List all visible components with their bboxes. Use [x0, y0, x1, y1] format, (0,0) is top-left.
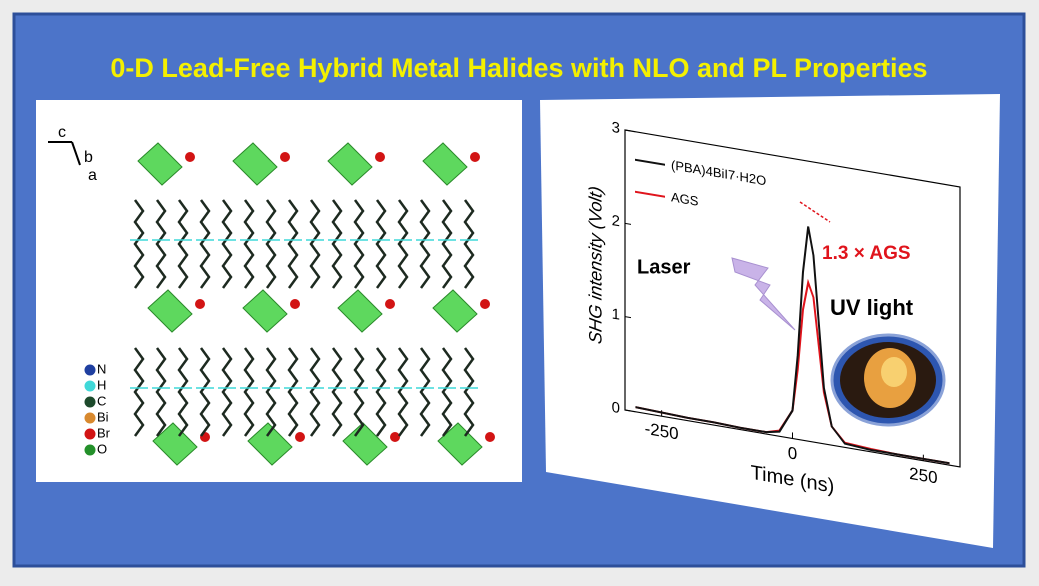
molecule: [265, 199, 277, 289]
x-tick-label: 250: [909, 464, 937, 488]
octahedron: [342, 422, 388, 466]
legend-dot: [84, 380, 96, 392]
octahedron: [232, 142, 278, 186]
octahedron: [337, 289, 383, 333]
atom: [390, 432, 400, 442]
molecule: [155, 199, 167, 289]
molecule: [353, 199, 365, 289]
legend-label: N: [97, 361, 106, 376]
molecule: [353, 347, 365, 437]
molecule: [133, 199, 145, 289]
octahedron: [247, 422, 293, 466]
molecule: [441, 347, 453, 437]
y-tick-label: 0: [612, 399, 620, 417]
legend-swatch: [635, 190, 665, 198]
legend-dot: [84, 428, 96, 440]
molecule: [397, 199, 409, 289]
laser-bolt: [731, 257, 796, 331]
molecule: [265, 347, 277, 437]
legend-dot: [84, 444, 96, 456]
atom: [480, 299, 490, 309]
molecule: [463, 347, 475, 437]
molecule: [177, 347, 189, 437]
y-axis-label: SHG intensity (Volt): [586, 185, 606, 346]
molecule: [331, 347, 343, 437]
molecule: [463, 199, 475, 289]
molecule: [441, 199, 453, 289]
octahedron: [137, 142, 183, 186]
y-tick: [625, 129, 631, 132]
molecule: [331, 199, 343, 289]
y-tick-label: 2: [612, 212, 620, 230]
atom: [485, 432, 495, 442]
octahedron: [327, 142, 373, 186]
atom: [385, 299, 395, 309]
atom: [195, 299, 205, 309]
molecule: [243, 199, 255, 289]
axis-label: a: [88, 167, 97, 184]
atom: [185, 152, 195, 162]
axis-arrow: [71, 141, 81, 166]
legend-label: O: [97, 441, 107, 456]
y-tick: [625, 409, 631, 412]
molecule: [309, 199, 321, 289]
octahedron: [437, 422, 483, 466]
annotation: Laser: [637, 256, 691, 278]
legend-dot: [84, 412, 96, 424]
octahedron: [152, 422, 198, 466]
molecule: [199, 199, 211, 289]
annotation-arrow: [799, 201, 831, 223]
molecule: [397, 347, 409, 437]
molecule: [287, 347, 299, 437]
molecule: [221, 347, 233, 437]
legend-dot: [84, 364, 96, 376]
octahedron: [422, 142, 468, 186]
octahedron: [242, 289, 288, 333]
molecule: [221, 199, 233, 289]
octahedron: [147, 289, 193, 333]
annotation: 1.3 × AGS: [822, 243, 911, 264]
legend-label: AGS: [671, 189, 699, 209]
molecule: [419, 199, 431, 289]
series-line: [635, 226, 950, 465]
legend-label: C: [97, 393, 106, 408]
legend-label: Bi: [97, 409, 109, 424]
octahedron: [432, 289, 478, 333]
molecule: [287, 199, 299, 289]
molecule: [199, 347, 211, 437]
axis-label: c: [58, 124, 66, 141]
molecule: [155, 347, 167, 437]
x-tick-label: 0: [788, 443, 797, 463]
atom: [295, 432, 305, 442]
molecule: [419, 347, 431, 437]
annotation: UV light: [830, 295, 914, 320]
molecule: [243, 347, 255, 437]
molecule: [309, 347, 321, 437]
molecule: [177, 199, 189, 289]
y-tick-label: 3: [612, 119, 620, 137]
y-tick: [625, 316, 631, 319]
atom: [470, 152, 480, 162]
chart-panel: [540, 94, 1000, 548]
molecule: [133, 347, 145, 437]
atom: [290, 299, 300, 309]
title: 0-D Lead-Free Hybrid Metal Halides with …: [110, 53, 927, 83]
legend-label: H: [97, 377, 106, 392]
y-tick-label: 1: [612, 305, 620, 323]
legend-swatch: [635, 158, 665, 166]
molecule: [375, 347, 387, 437]
y-tick: [625, 222, 631, 225]
legend-dot: [84, 396, 96, 408]
axis-label: b: [84, 149, 93, 166]
atom: [375, 152, 385, 162]
molecule: [375, 199, 387, 289]
atom: [280, 152, 290, 162]
uv-crystal: [881, 357, 907, 387]
legend-label: Br: [97, 425, 111, 440]
